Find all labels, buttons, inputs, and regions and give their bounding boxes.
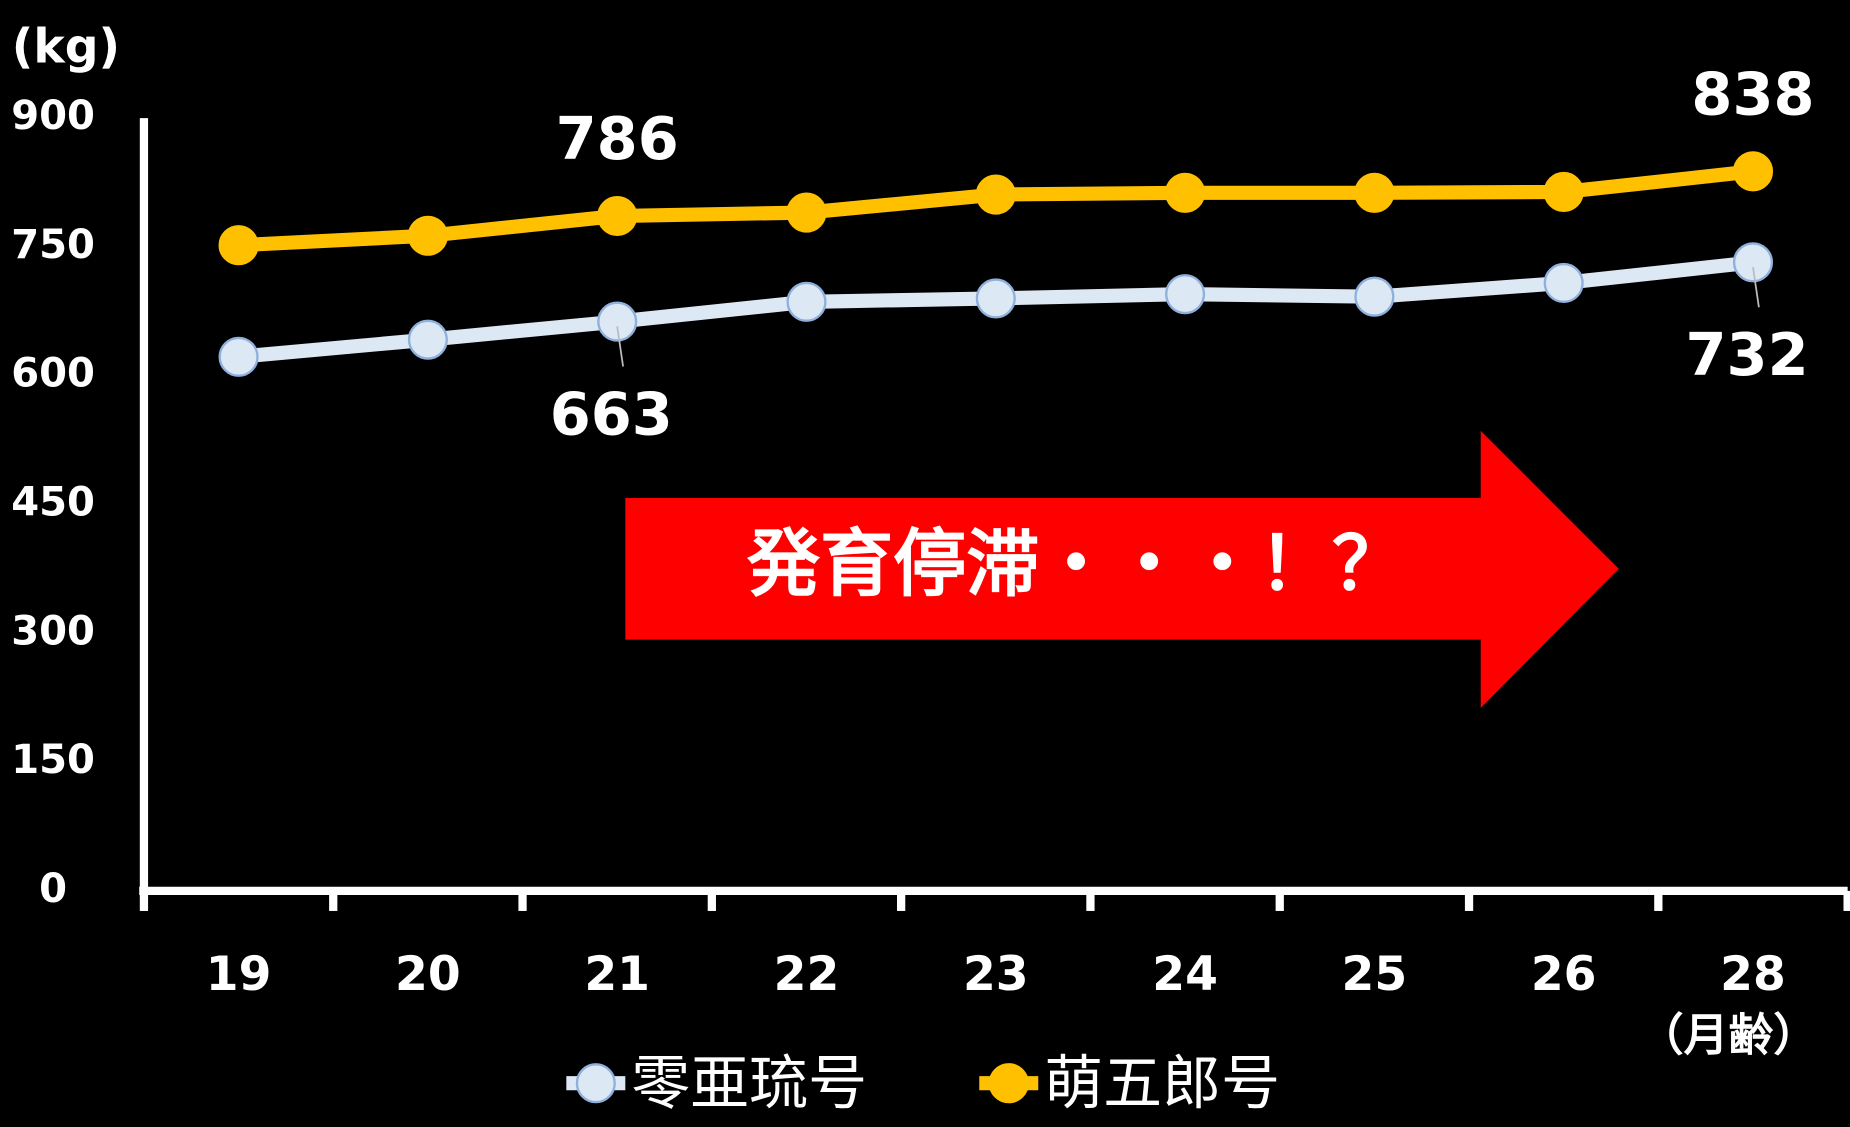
data-point	[1732, 242, 1774, 283]
data-label: 838	[1691, 59, 1814, 128]
data-point	[218, 336, 259, 377]
arrow	[625, 430, 1619, 709]
x-tick-label: 22	[774, 947, 840, 1002]
y-axis-label: (kg)	[12, 20, 120, 75]
x-tick-label: 21	[584, 947, 650, 1002]
data-point	[597, 195, 638, 237]
legend-label: 萌五郎号	[1044, 1049, 1280, 1118]
data-point	[218, 225, 259, 266]
data-point	[786, 192, 827, 233]
annotation: 発育停滞・・・！？	[747, 522, 1405, 607]
y-tick-label: 150	[11, 737, 95, 783]
x-tick-label: 23	[963, 947, 1029, 1002]
y-tick-label: 0	[39, 866, 67, 912]
y-tick-label: 900	[11, 93, 95, 139]
data-point	[1543, 171, 1584, 213]
y-tick-label: 750	[11, 222, 95, 268]
data-label: 663	[550, 379, 673, 448]
data-point	[1354, 172, 1395, 213]
data-point	[1165, 172, 1206, 213]
data-point	[975, 174, 1016, 215]
data-point	[407, 215, 448, 256]
legend-label: 零亜琉号	[631, 1049, 867, 1118]
y-tick-label: 300	[11, 608, 95, 654]
x-tick-label: 26	[1531, 947, 1597, 1002]
y-tick-label: 450	[11, 480, 95, 526]
data-point	[1543, 262, 1584, 304]
data-label: 786	[556, 104, 679, 173]
legend-marker	[988, 1063, 1029, 1104]
x-tick-label: 25	[1342, 947, 1408, 1002]
x-tick-label: 24	[1152, 947, 1218, 1002]
data-point	[407, 319, 448, 360]
legend-marker	[575, 1063, 616, 1104]
x-tick-label: 28	[1720, 947, 1786, 1002]
data-point	[1165, 274, 1206, 315]
data-point	[975, 278, 1016, 319]
x-tick-label: 19	[206, 947, 272, 1002]
data-point	[1732, 151, 1774, 192]
leader-line	[1752, 266, 1760, 308]
data-label: 732	[1686, 320, 1809, 389]
x-tick-label: 20	[395, 947, 461, 1002]
data-point	[786, 281, 827, 322]
leader-line	[616, 326, 624, 367]
data-point	[597, 301, 638, 342]
data-point	[1354, 276, 1395, 317]
y-tick-label: 600	[11, 351, 95, 397]
x-axis-label: （月齢）	[1639, 1008, 1818, 1061]
